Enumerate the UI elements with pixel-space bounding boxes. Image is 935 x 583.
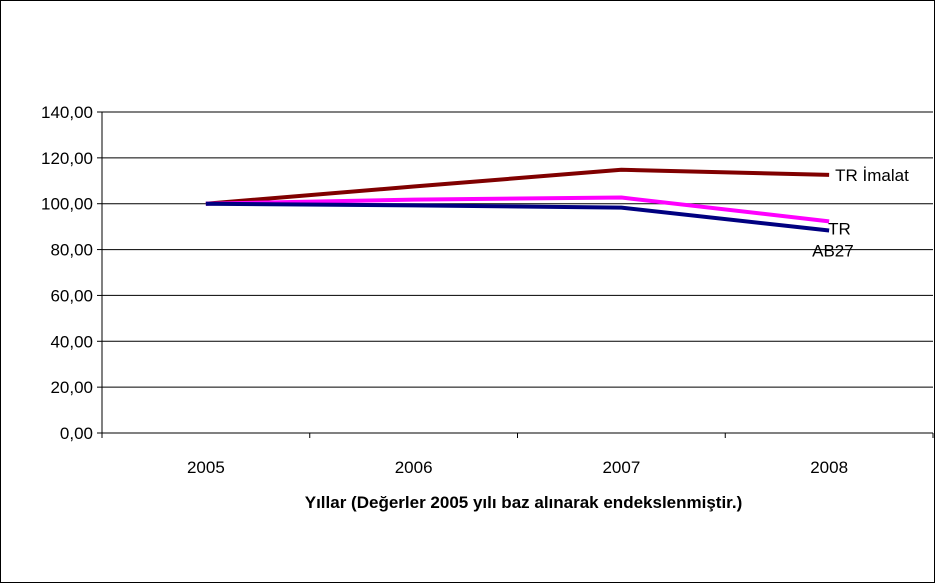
- y-tick-label: 140,00: [41, 103, 93, 122]
- y-tick-label: 100,00: [41, 195, 93, 214]
- y-tick-label: 60,00: [50, 286, 93, 305]
- x-tick-labels: 2005 2006 2007 2008: [187, 458, 848, 477]
- series-line: [205, 201, 830, 233]
- x-tick-label: 2006: [395, 458, 433, 477]
- series-label: TR: [828, 219, 851, 238]
- series-line: [205, 195, 830, 224]
- y-tick-label: 0,00: [60, 424, 93, 443]
- series-labels: TR İmalat TR AB27: [812, 166, 909, 261]
- y-tick-labels: 0,00 20,00 40,00 60,00 80,00 100,00 120,00 140,…: [41, 103, 93, 443]
- gridlines: [102, 111, 933, 388]
- y-tick-label: 120,00: [41, 149, 93, 168]
- x-tick-label: 2005: [187, 458, 225, 477]
- y-tick-label: 80,00: [50, 241, 93, 260]
- axes: [97, 111, 934, 438]
- x-tick-label: 2007: [602, 458, 640, 477]
- y-tick-label: 40,00: [50, 332, 93, 351]
- x-axis-title: Yıllar (Değerler 2005 yılı baz alınarak …: [305, 493, 743, 512]
- x-tick-label: 2008: [810, 458, 848, 477]
- series-line: [205, 167, 830, 206]
- series-lines: [205, 167, 830, 233]
- y-tick-label: 20,00: [50, 378, 93, 397]
- series-label: AB27: [812, 242, 854, 261]
- series-label: TR İmalat: [835, 166, 909, 185]
